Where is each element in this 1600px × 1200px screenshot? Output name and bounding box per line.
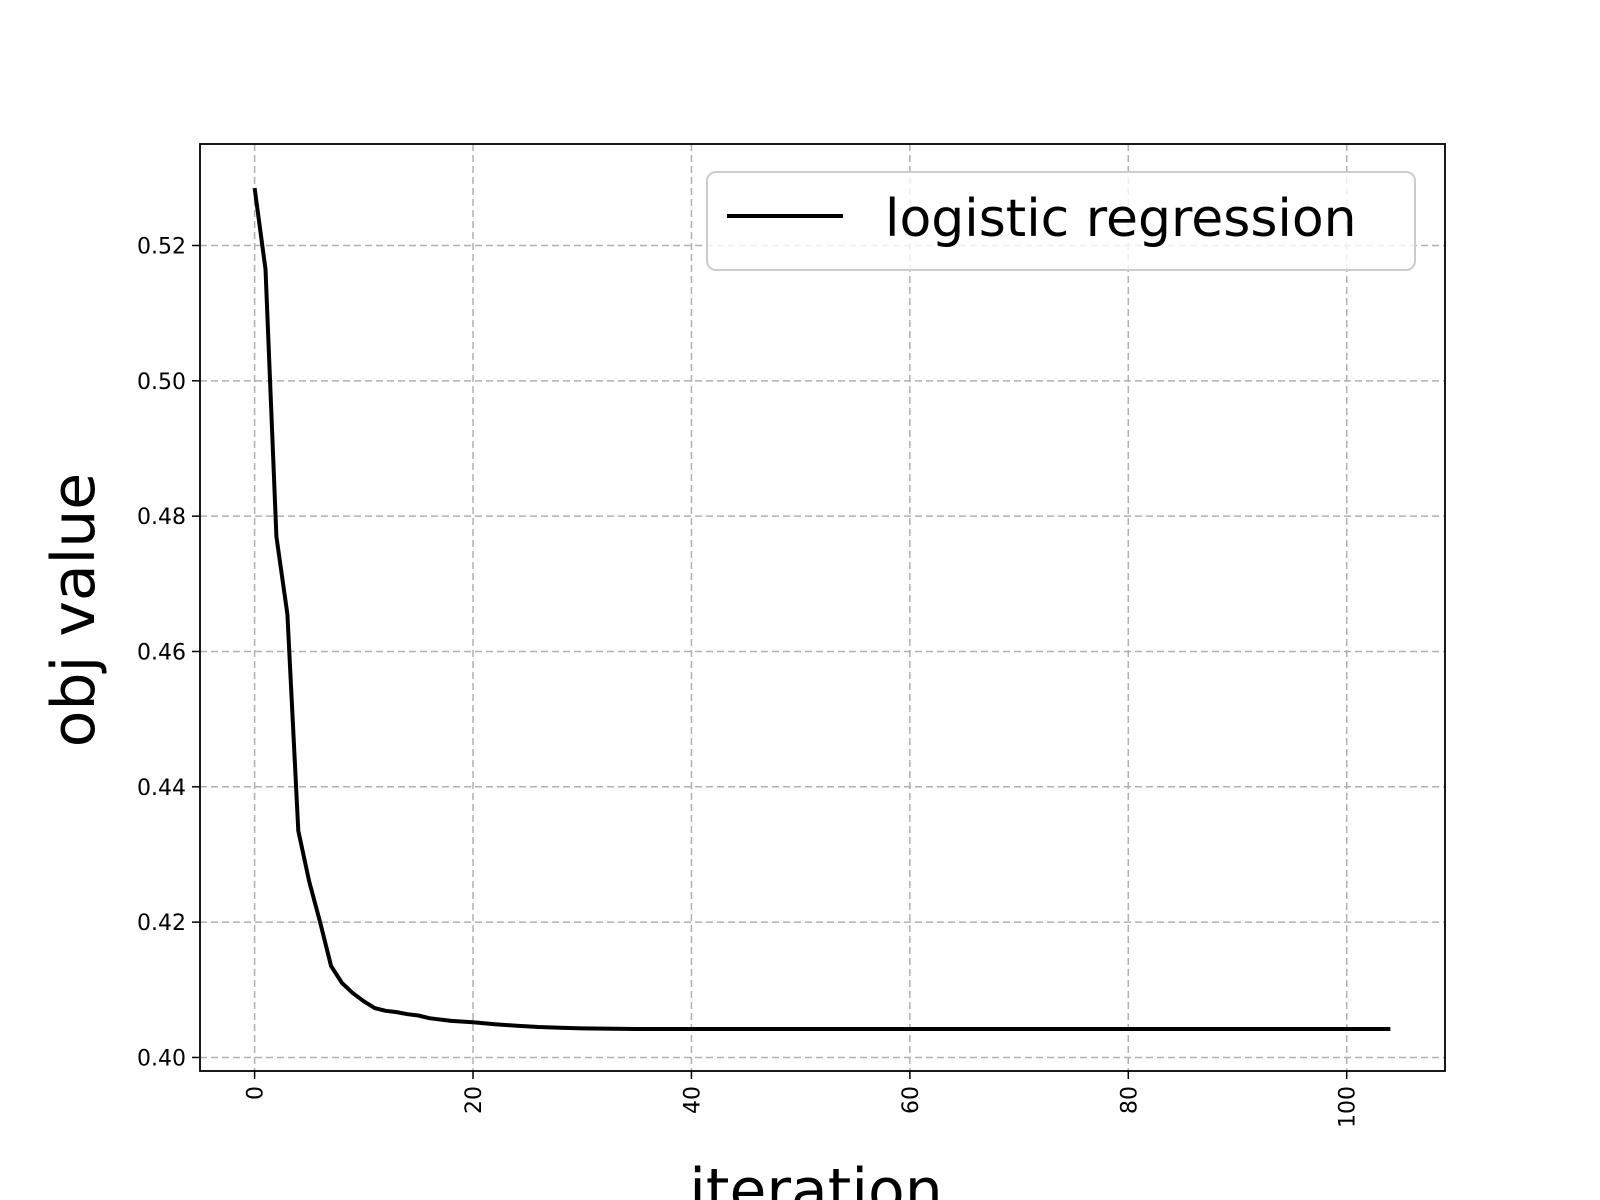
y-tick-label: 0.50 [137,370,186,395]
y-tick-label: 0.46 [137,640,186,665]
legend-box [706,171,1416,271]
x-tick-label: 0 [244,1086,269,1100]
x-tick-label: 60 [899,1086,924,1114]
plot-area [199,143,1446,1072]
y-tick-label: 0.48 [137,505,186,530]
legend-label: logistic regression [885,189,1357,249]
legend: logistic regression [706,171,1416,271]
series-line-logistic-regression [252,187,1391,1031]
axes-frame [199,143,1446,1072]
x-tick-label: 80 [1117,1086,1142,1114]
x-axis-ticks: 0 20 40 60 80 100 [244,1071,1361,1128]
series-layer [252,187,1391,1031]
y-tick-label: 0.52 [137,234,186,259]
y-axis-ticks: 0.40 0.42 0.44 0.46 0.48 0.50 0.52 [137,234,200,1071]
x-tick-label: 20 [462,1086,487,1114]
x-grid [253,144,1348,1071]
y-axis-label: obj value [39,473,109,747]
x-tick-label: 100 [1336,1086,1361,1128]
x-tick-label: 40 [680,1086,705,1114]
y-tick-label: 0.42 [137,911,186,936]
y-tick-label: 0.40 [137,1046,186,1071]
y-tick-label: 0.44 [137,776,186,801]
plot-background [200,144,1445,1071]
x-axis-label: iteration [689,1156,942,1200]
